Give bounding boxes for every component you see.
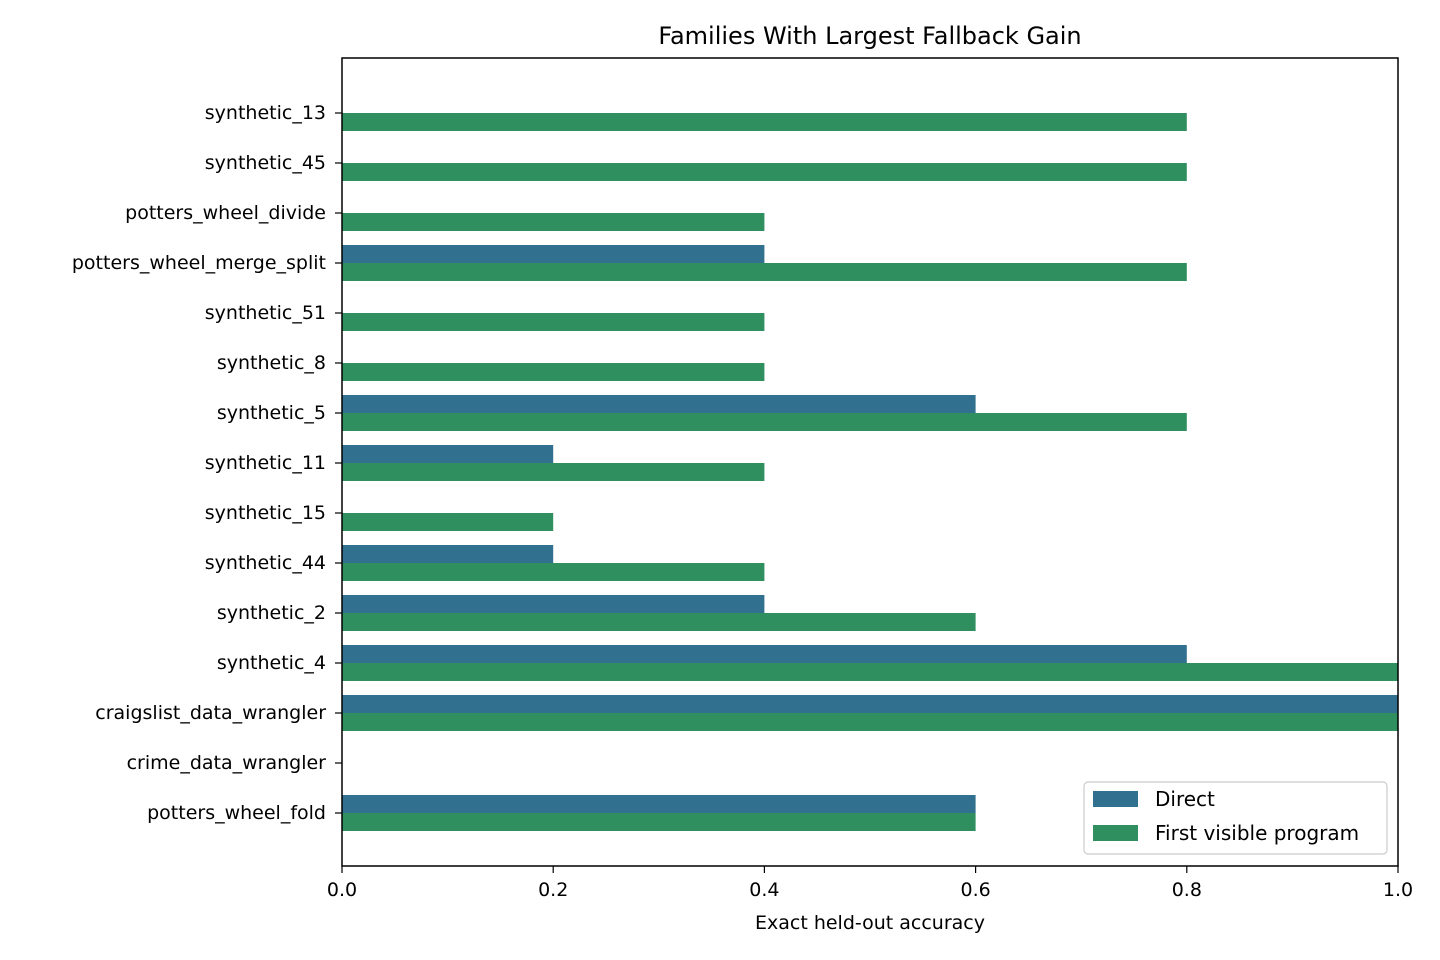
- bar-first-visible-program: [342, 463, 765, 481]
- y-tick-label: craigslist_data_wrangler: [95, 702, 326, 724]
- bar-direct: [342, 245, 765, 263]
- bar-direct: [342, 595, 765, 613]
- bar-first-visible-program: [342, 563, 765, 581]
- y-tick-label: potters_wheel_fold: [147, 802, 326, 824]
- chart-title: Families With Largest Fallback Gain: [658, 22, 1081, 50]
- x-tick-label: 0.0: [327, 879, 357, 901]
- y-tick-label: synthetic_5: [217, 402, 326, 424]
- legend-label: First visible program: [1155, 821, 1359, 845]
- bar-direct: [342, 645, 1187, 663]
- y-tick-label: potters_wheel_divide: [125, 202, 326, 224]
- x-axis-label: Exact held-out accuracy: [755, 912, 985, 934]
- bar-direct: [342, 795, 976, 813]
- bar-first-visible-program: [342, 263, 1187, 281]
- bar-direct: [342, 695, 1398, 713]
- x-tick-label: 0.8: [1172, 879, 1202, 901]
- y-axis: synthetic_13 synthetic_45 potters_wheel_di…: [72, 102, 342, 824]
- bar-direct: [342, 445, 554, 463]
- y-tick-label: crime_data_wrangler: [127, 752, 327, 774]
- bar-first-visible-program: [342, 113, 1187, 131]
- bar-first-visible-program: [342, 813, 976, 831]
- y-tick-label: synthetic_44: [205, 552, 326, 574]
- bars-layer: [342, 113, 1398, 831]
- bar-direct: [342, 395, 976, 413]
- legend-box: [1083, 781, 1388, 855]
- x-tick-label: 0.2: [538, 879, 568, 901]
- bar-first-visible-program: [342, 313, 765, 331]
- legend: Direct First visible program: [1083, 781, 1388, 855]
- legend-swatch: [1093, 791, 1138, 807]
- bar-first-visible-program: [342, 613, 976, 631]
- y-tick-label: synthetic_2: [217, 602, 326, 624]
- bar-first-visible-program: [342, 413, 1187, 431]
- bar-first-visible-program: [342, 663, 1398, 681]
- y-tick-label: potters_wheel_merge_split: [72, 252, 326, 274]
- legend-label: Direct: [1155, 787, 1215, 811]
- bar-first-visible-program: [342, 513, 554, 531]
- y-tick-label: synthetic_4: [217, 652, 326, 674]
- y-tick-label: synthetic_15: [205, 502, 326, 524]
- plot-frame: [341, 57, 1399, 867]
- x-tick-label: 0.4: [749, 879, 779, 901]
- bar-first-visible-program: [342, 713, 1398, 731]
- y-tick-label: synthetic_8: [217, 352, 326, 374]
- x-tick-label: 0.6: [960, 879, 990, 901]
- x-axis: 0.0 0.2 0.4 0.6 0.8 1.0: [327, 866, 1413, 901]
- legend-swatch: [1093, 825, 1138, 841]
- bar-first-visible-program: [342, 213, 765, 231]
- y-tick-label: synthetic_11: [205, 452, 326, 474]
- bar-first-visible-program: [342, 163, 1187, 181]
- y-tick-label: synthetic_45: [205, 152, 326, 174]
- y-tick-label: synthetic_51: [205, 302, 326, 324]
- x-tick-label: 1.0: [1383, 879, 1413, 901]
- y-tick-label: synthetic_13: [205, 102, 326, 124]
- bar-first-visible-program: [342, 363, 765, 381]
- bar-direct: [342, 545, 554, 563]
